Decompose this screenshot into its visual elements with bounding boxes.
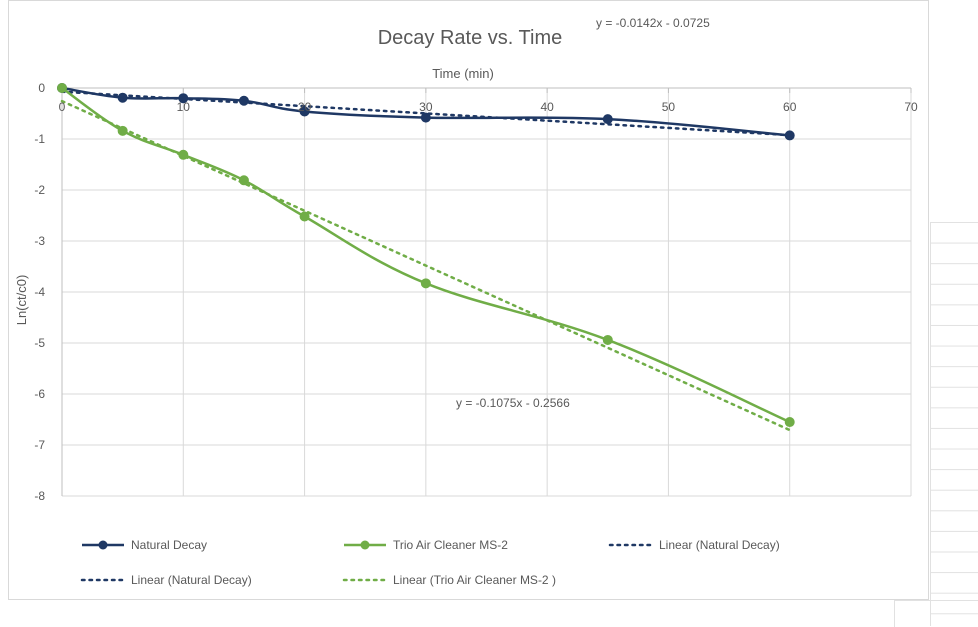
data-point-natural-decay [299,106,310,117]
data-point-natural-decay [178,93,189,104]
x-tick-label: 50 [662,100,676,114]
x-tick-label: 40 [540,100,554,114]
chart-title: Decay Rate vs. Time [378,27,563,49]
x-tick-label: 10 [177,100,191,114]
trendline-trio-air-cleaner [60,99,791,432]
legend-label: Trio Air Cleaner MS-2 [393,538,508,552]
legend-label: Natural Decay [131,538,207,552]
axes [61,87,912,496]
legend: Natural Decay Trio Air Cleaner MS-2 Linear… [80,538,780,587]
gridlines [62,88,912,497]
y-tick-label: -2 [34,183,45,197]
data-point-trio-air-cleaner [299,211,310,222]
x-tick-label: 30 [419,100,433,114]
spreadsheet-cells-lower [894,600,978,627]
y-tick-label: -4 [34,285,45,299]
data-point-trio-air-cleaner [420,278,431,289]
data-point-natural-decay [238,95,249,106]
series [57,83,795,428]
x-tick-label: 70 [904,100,918,114]
trendline-equation-natural: y = -0.0142x - 0.0725 [596,16,710,30]
x-axis-title: Time (min) [432,66,494,81]
spreadsheet-cells [930,222,978,626]
y-tick-label: -5 [34,336,45,350]
legend-item: Linear (Natural Decay) [80,573,252,587]
tick-labels: 0 -1 -2 -3 -4 -5 -6 -7 -8 0 10 20 30 40 50 60 70 [34,81,918,503]
y-tick-label: -8 [34,489,45,503]
y-tick-label: -3 [34,234,45,248]
y-tick-label: 0 [38,81,45,95]
legend-item: Trio Air Cleaner MS-2 [344,538,508,552]
legend-swatch-marker [98,540,108,550]
x-tick-label: 60 [783,100,797,114]
data-point-trio-air-cleaner [238,175,249,186]
y-axis-title: Ln(ct/c0) [14,275,29,326]
x-tick-label: 0 [59,100,66,114]
series-line-natural-decay [61,86,790,137]
x-tick-label: 20 [298,100,312,114]
legend-item: Natural Decay [82,538,207,552]
data-point-trio-air-cleaner [602,334,613,345]
data-point-trio-air-cleaner [57,83,67,93]
data-point-natural-decay [420,112,431,123]
legend-item: Linear (Trio Air Cleaner MS-2 ) [342,573,556,587]
legend-swatch-marker [360,540,370,550]
legend-item: Linear (Natural Decay) [608,538,780,552]
y-tick-label: -6 [34,387,45,401]
legend-label: Linear (Trio Air Cleaner MS-2 ) [393,573,556,587]
data-point-trio-air-cleaner [117,125,128,136]
legend-label: Linear (Natural Decay) [659,538,780,552]
data-point-natural-decay [117,92,128,103]
y-tick-label: -7 [34,438,45,452]
y-tick-label: -1 [34,132,45,146]
trendline-equation-trio: y = -0.1075x - 0.2566 [456,396,570,410]
data-point-natural-decay [602,114,613,125]
chart-area[interactable] [8,0,929,600]
data-point-trio-air-cleaner [784,417,795,428]
data-point-trio-air-cleaner [178,149,189,160]
legend-label: Linear (Natural Decay) [131,573,252,587]
data-point-natural-decay [784,130,795,141]
